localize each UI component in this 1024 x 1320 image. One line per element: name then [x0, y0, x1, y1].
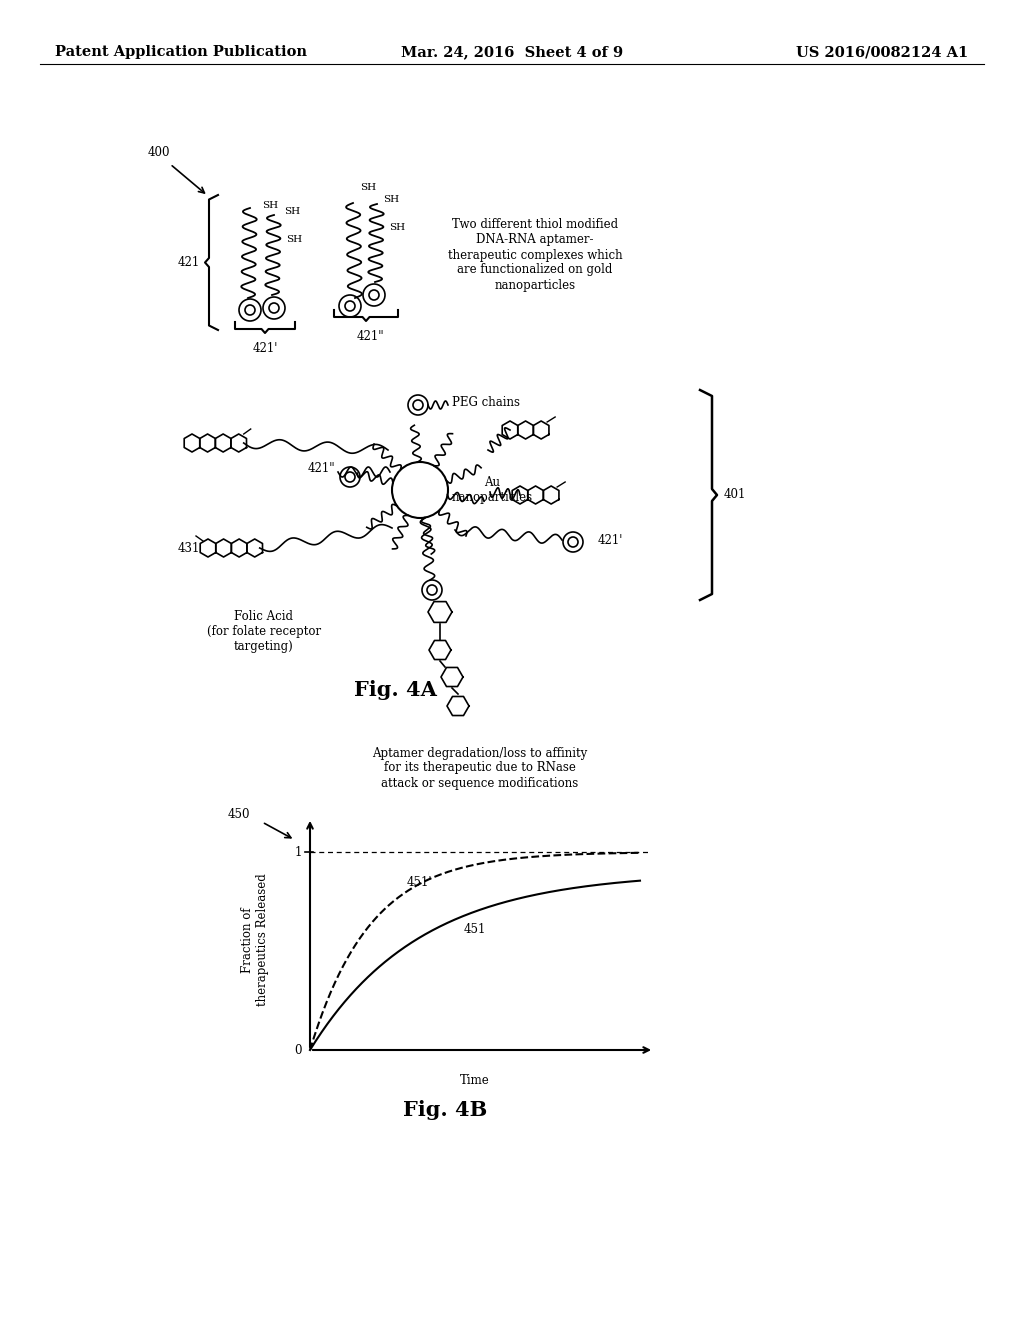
- Text: 431: 431: [177, 541, 200, 554]
- Text: Fig. 4B: Fig. 4B: [402, 1100, 487, 1119]
- Text: SH: SH: [389, 223, 406, 231]
- Text: 451': 451': [407, 875, 432, 888]
- Text: Fraction of
therapeutics Released: Fraction of therapeutics Released: [241, 874, 269, 1006]
- Text: 421": 421": [356, 330, 384, 343]
- Text: US 2016/0082124 A1: US 2016/0082124 A1: [796, 45, 968, 59]
- Text: Folic Acid
(for folate receptor
targeting): Folic Acid (for folate receptor targetin…: [207, 610, 322, 653]
- Text: 421': 421': [252, 342, 278, 355]
- Text: 450: 450: [227, 808, 250, 821]
- Text: 0: 0: [295, 1044, 302, 1056]
- Text: SH: SH: [284, 207, 300, 216]
- Text: PEG chains: PEG chains: [452, 396, 520, 409]
- Text: SH: SH: [383, 195, 399, 205]
- Text: Fig. 4A: Fig. 4A: [353, 680, 436, 700]
- Text: 400: 400: [148, 145, 171, 158]
- Text: Patent Application Publication: Patent Application Publication: [55, 45, 307, 59]
- Text: 421: 421: [178, 256, 200, 268]
- Text: 401: 401: [724, 488, 746, 502]
- Text: SH: SH: [286, 235, 302, 244]
- Text: 1: 1: [295, 846, 302, 858]
- Text: Two different thiol modified
DNA-RNA aptamer-
therapeutic complexes which
are fu: Two different thiol modified DNA-RNA apt…: [447, 219, 623, 292]
- Text: Au
nanoparticles: Au nanoparticles: [452, 477, 534, 504]
- Text: Aptamer degradation/loss to affinity
for its therapeutic due to RNase
attack or : Aptamer degradation/loss to affinity for…: [373, 747, 588, 789]
- Text: SH: SH: [262, 201, 279, 210]
- Text: Time: Time: [460, 1074, 489, 1086]
- Text: 451: 451: [464, 923, 486, 936]
- Text: Mar. 24, 2016  Sheet 4 of 9: Mar. 24, 2016 Sheet 4 of 9: [401, 45, 623, 59]
- Text: 421': 421': [598, 533, 624, 546]
- Text: SH: SH: [360, 183, 376, 193]
- Text: 421": 421": [307, 462, 335, 474]
